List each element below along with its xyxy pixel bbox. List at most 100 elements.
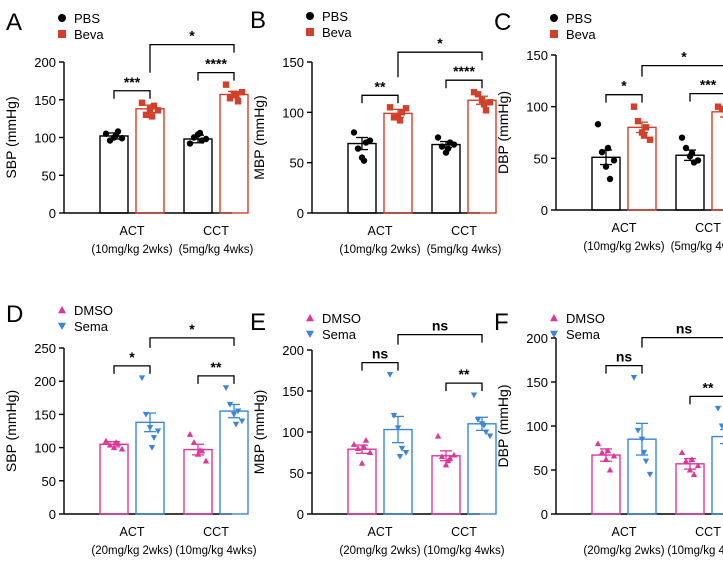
data-point-dmso [686, 466, 694, 473]
data-point-beva [234, 98, 242, 105]
data-point-pbs [594, 121, 602, 128]
data-point-pbs [102, 130, 110, 137]
data-point-pbs [610, 157, 618, 164]
data-point-beva [478, 97, 486, 104]
bar-beva [135, 108, 165, 214]
x-category-label: CCT [203, 224, 229, 238]
data-point-beva [480, 101, 488, 108]
data-point-pbs [682, 144, 690, 152]
data-point-beva [222, 81, 230, 88]
legend-marker-beva [58, 30, 66, 38]
data-point-dmso [202, 457, 210, 464]
data-point-beva [386, 104, 394, 111]
data-point-pbs [694, 157, 702, 164]
data-point-beva [714, 103, 722, 110]
data-point-pbs [112, 132, 120, 139]
legend-label: Sema [566, 327, 601, 342]
bar-pbs [99, 135, 129, 214]
data-point-dmso [604, 447, 612, 454]
sig-bracket-across [641, 336, 723, 348]
panel-letter: E [250, 309, 266, 336]
bar-beva [467, 99, 497, 214]
data-point-dmso [102, 437, 110, 444]
legend-marker-pbs [58, 14, 66, 22]
x-category-label: ACT [120, 525, 145, 539]
sig-bracket [605, 364, 643, 374]
data-point-sema [226, 401, 234, 408]
sig-bracket [197, 375, 235, 384]
data-point-sema [474, 417, 482, 423]
x-category-sublabel: (10mg/kg 4wks) [175, 545, 256, 557]
y-tick-label: 50 [290, 156, 304, 171]
y-tick-label: 0 [297, 507, 304, 522]
data-point-dmso [106, 441, 114, 448]
data-point-dmso [194, 451, 202, 457]
bar-dmso [183, 448, 213, 515]
bar-beva [711, 111, 723, 211]
data-point-dmso [362, 437, 370, 443]
panel-letter: A [6, 9, 22, 36]
bar-sema [219, 410, 249, 515]
data-point-dmso [350, 441, 358, 447]
legend-marker-dmso [306, 314, 314, 322]
sig-label: ** [211, 359, 222, 375]
legend-marker-sema [306, 330, 314, 338]
data-point-pbs [434, 134, 442, 141]
legend-label: Beva [322, 25, 352, 40]
x-category-label: CCT [451, 224, 477, 238]
data-point-dmso [450, 451, 458, 458]
y-tick-label: 200 [34, 55, 56, 70]
legend-label: Sema [322, 327, 357, 342]
data-point-sema [630, 375, 638, 381]
data-point-dmso [186, 431, 194, 437]
data-point-pbs [196, 129, 204, 137]
data-point-pbs [450, 141, 458, 148]
data-point-sema [646, 471, 654, 478]
data-point-beva [640, 132, 648, 139]
legend-marker-pbs [550, 14, 558, 22]
data-point-beva [142, 111, 150, 119]
data-point-sema [154, 428, 162, 435]
sig-bracket [361, 94, 399, 104]
y-tick-label: 50 [42, 474, 56, 489]
sig-label: * [129, 349, 135, 365]
data-point-pbs [606, 175, 614, 183]
legend-label: DMSO [566, 311, 605, 326]
data-point-pbs [604, 144, 612, 152]
data-point-beva [642, 124, 650, 131]
y-axis-label: MBP (mmHg) [251, 95, 267, 180]
sig-bracket [445, 79, 483, 89]
sig-bracket [113, 90, 151, 99]
y-axis-label: MBP (mmHg) [251, 390, 267, 475]
data-point-beva [154, 107, 162, 114]
legend-marker-pbs [306, 12, 314, 20]
x-category-label: ACT [368, 525, 393, 539]
sig-bracket [689, 395, 723, 405]
bar-sema [467, 423, 497, 515]
x-category-sublabel: (10mg/kg 2wks) [583, 241, 664, 253]
data-point-pbs [350, 129, 358, 136]
x-category-sublabel: (10mg/kg 4wks) [667, 545, 723, 557]
data-point-dmso [190, 439, 198, 445]
data-point-dmso [434, 432, 442, 439]
data-point-dmso [678, 449, 686, 455]
sig-bracket [197, 72, 235, 81]
bar-beva [383, 112, 413, 214]
data-point-sema [634, 427, 642, 434]
data-point-pbs [354, 145, 362, 152]
data-point-sema [394, 425, 402, 432]
y-axis-label: SBP (mmHg) [3, 390, 19, 472]
data-point-sema [396, 454, 404, 460]
data-point-pbs [444, 145, 452, 152]
data-point-dmso [438, 453, 446, 460]
y-tick-label: 100 [526, 419, 548, 434]
data-point-pbs [602, 163, 610, 170]
data-point-pbs [366, 137, 374, 144]
data-point-sema [642, 458, 650, 465]
legend-marker-beva [306, 28, 314, 36]
y-tick-label: 150 [34, 407, 56, 422]
sig-label: ** [703, 379, 714, 395]
data-point-sema [640, 449, 648, 456]
